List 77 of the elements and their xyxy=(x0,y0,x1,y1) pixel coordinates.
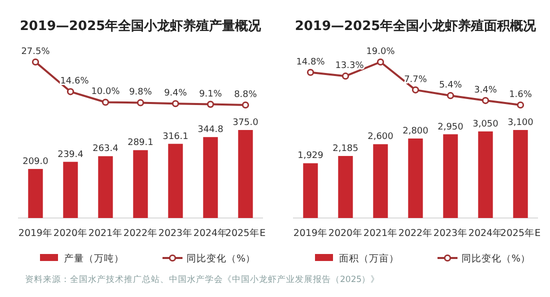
data-label: 14.8% xyxy=(296,57,326,68)
data-label: 19.0% xyxy=(366,47,396,57)
data-label: 8.8% xyxy=(234,90,258,100)
data-label: 316.1 xyxy=(162,132,188,142)
data-label: 10.0% xyxy=(91,87,120,98)
point xyxy=(306,68,314,76)
point xyxy=(66,88,74,96)
point xyxy=(376,58,384,66)
point xyxy=(446,92,454,100)
bar xyxy=(443,134,458,218)
x-tick-label: 2020年 xyxy=(328,227,363,239)
data-label: 3,050 xyxy=(472,119,499,130)
chart-title: 2019—2025年全国小龙虾养殖面积概况 xyxy=(294,18,538,34)
x-tick-label: 2021年 xyxy=(363,227,398,239)
data-label: 375.0 xyxy=(232,118,259,128)
x-tick-label: 2022年 xyxy=(398,227,433,239)
x-tick-label: 2024年 xyxy=(193,227,228,239)
x-tick-label: 2019年 xyxy=(18,227,53,239)
bar xyxy=(238,130,253,218)
text: 资料来源：全国水产技术推广总站、中国水产学会《中国小龙虾产业发展报告（2025）》 xyxy=(25,274,380,285)
legend-label: 面积（万亩） xyxy=(339,252,399,264)
data-label: 239.4 xyxy=(58,150,84,160)
bar xyxy=(168,144,183,218)
point xyxy=(136,99,144,106)
data-label: 2,950 xyxy=(438,122,464,132)
data-label: 2,185 xyxy=(332,144,358,154)
data-label: 1.6% xyxy=(509,90,532,100)
point xyxy=(342,72,350,80)
bar xyxy=(28,168,43,218)
data-label: 14.6% xyxy=(60,76,90,87)
x-tick-label: 2025年E xyxy=(225,227,266,239)
x-tick-label: 2019年 xyxy=(293,227,328,239)
legend-label: 同比变化（%） xyxy=(186,252,256,264)
data-label: 2,800 xyxy=(402,126,429,137)
data-label: 3,100 xyxy=(508,118,534,128)
x-tick-label: 2020年 xyxy=(53,227,88,239)
chart-title: 2019—2025年全国小龙虾养殖产量概况 xyxy=(20,18,262,34)
legend-label: 产量（万吨） xyxy=(64,252,124,264)
data-label: 9.1% xyxy=(199,89,222,100)
point xyxy=(172,100,180,108)
bar xyxy=(513,130,528,218)
point xyxy=(102,98,110,106)
x-tick-label: 2023年 xyxy=(158,227,193,239)
point xyxy=(206,100,214,108)
data-label: 209.0 xyxy=(22,156,49,167)
x-tick-label: 2024年 xyxy=(468,227,503,239)
x-tick-label: 2022年 xyxy=(123,227,158,239)
data-label: 9.8% xyxy=(129,88,152,98)
data-label: 344.8 xyxy=(198,125,224,136)
bar xyxy=(478,131,493,218)
data-label: 289.1 xyxy=(128,138,154,148)
data-label: 9.4% xyxy=(164,88,188,99)
data-label: 27.5% xyxy=(21,47,50,57)
point xyxy=(482,97,490,104)
bar xyxy=(98,156,113,218)
legend-label: 同比变化（%） xyxy=(462,252,531,264)
x-tick-label: 2023年 xyxy=(433,227,468,239)
bar xyxy=(63,162,78,218)
data-label: 7.7% xyxy=(404,74,428,85)
point xyxy=(412,86,420,94)
bar xyxy=(203,137,218,218)
point xyxy=(32,58,40,66)
data-label: 13.3% xyxy=(335,61,364,72)
data-label: 2,600 xyxy=(368,132,394,142)
data-label: 3.4% xyxy=(474,86,498,96)
x-tick-label: 2025年E xyxy=(500,227,541,239)
bar xyxy=(373,144,388,218)
data-label: 263.4 xyxy=(92,144,119,154)
x-tick-label: 2021年 xyxy=(88,227,123,239)
bar xyxy=(338,156,353,218)
bar xyxy=(303,163,318,218)
bar xyxy=(408,138,423,218)
point xyxy=(242,101,250,109)
data-label: 1,929 xyxy=(298,151,324,162)
point xyxy=(516,101,524,109)
data-label: 5.4% xyxy=(439,80,462,91)
bar xyxy=(133,150,148,218)
